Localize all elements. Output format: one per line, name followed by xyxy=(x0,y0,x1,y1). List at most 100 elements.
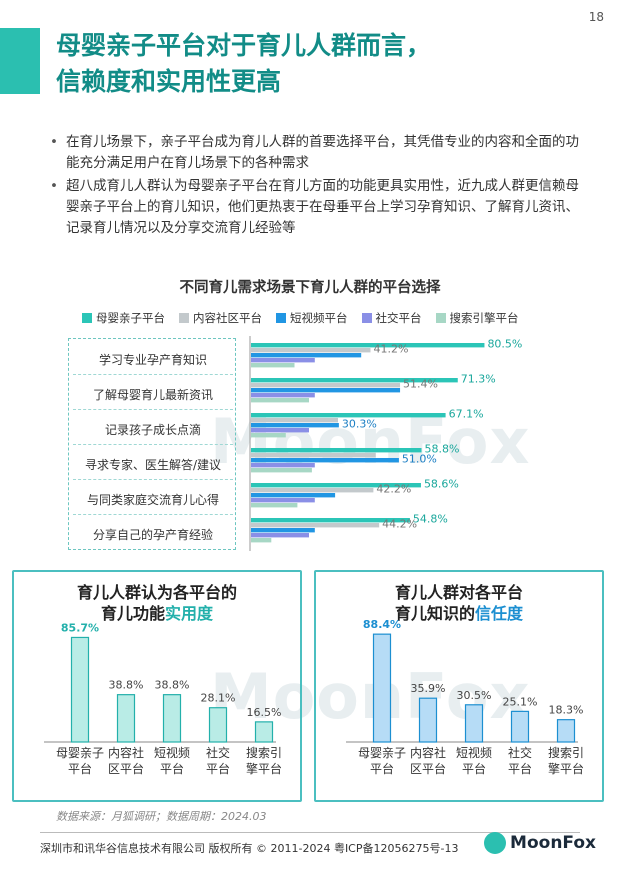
category-label: 学习专业孕产育知识 xyxy=(98,353,207,367)
data-source-note: 数据来源：月狐调研；数据周期：2024.03 xyxy=(56,810,267,823)
category-divider xyxy=(73,444,233,445)
category-divider xyxy=(73,374,233,375)
practicality-panel: 育儿人群认为各平台的 育儿功能实用度 85.7% 母婴亲子平台 38.8% 内容社 区平… xyxy=(12,570,302,802)
panel-title-highlight: 实用度 xyxy=(165,604,214,623)
category-divider xyxy=(73,514,233,515)
tick-label: 社交 xyxy=(508,745,532,760)
title-line-1: 母婴亲子平台对于育儿人群而言， xyxy=(56,31,432,60)
legend-swatch xyxy=(361,313,372,323)
page-title: 母婴亲子平台对于育儿人群而言， 信赖度和实用性更高 xyxy=(56,28,596,100)
data-label: 88.4% xyxy=(363,618,401,631)
legend-label: 社交平台 xyxy=(375,311,422,325)
legend-label: 母婴亲子平台 xyxy=(96,311,165,325)
category-box: 学习专业孕产育知识 了解母婴育儿最新资讯 记录孩子成长点滴 寻求专家、医生解答/… xyxy=(68,338,236,550)
title-line-2: 信赖度和实用性更高 xyxy=(56,67,282,96)
trust-bar-chart: 88.4% 母婴亲子平台 35.9% 内容社区平台 30.5% 短视频平台 25.1% 社交平… xyxy=(346,618,584,776)
moonfox-logo-icon xyxy=(484,832,507,854)
chart-legend: 母婴亲子平台 内容社区平台 短视频平台 社交平台 搜索引擎平台 xyxy=(82,310,519,326)
bar xyxy=(251,353,362,358)
tick-label: 社交 xyxy=(206,745,230,760)
category-label: 了解母婴育儿最新资讯 xyxy=(92,388,213,402)
tick-label: 短视频 xyxy=(154,745,190,760)
legend-label: 内容社区平台 xyxy=(193,311,262,325)
tick-label: 短视频 xyxy=(456,745,492,760)
bar xyxy=(556,719,576,743)
bar xyxy=(251,538,272,543)
title-accent-bar xyxy=(0,28,40,94)
data-label: 25.1% xyxy=(503,695,538,708)
tick-label: 母婴亲子 xyxy=(56,746,104,760)
tick-label: 擎平台 xyxy=(246,761,282,776)
bar xyxy=(251,413,446,418)
panel-title-line: 育儿人群认为各平台的 xyxy=(76,583,237,602)
tick-label: 平台 xyxy=(160,761,184,776)
data-label: 58.8% xyxy=(425,443,460,456)
bar xyxy=(510,710,530,743)
bar xyxy=(372,633,392,743)
data-label: 16.5% xyxy=(247,706,282,719)
bar xyxy=(251,363,295,368)
bar xyxy=(251,488,374,493)
bar xyxy=(464,704,484,743)
legend-item: 母婴亲子平台 xyxy=(82,310,165,326)
data-label: 38.8% xyxy=(109,679,144,692)
bar xyxy=(251,358,315,363)
tick-label: 搜索引 xyxy=(548,745,584,760)
data-label: 85.7% xyxy=(61,621,99,634)
panel-title: 育儿人群对各平台 育儿知识的信任度 xyxy=(316,582,602,624)
legend-item: 搜索引擎平台 xyxy=(435,310,519,326)
panel-title-text: 育儿功能 xyxy=(100,604,165,623)
bar xyxy=(251,423,339,428)
bar xyxy=(251,383,401,388)
legend-label: 短视频平台 xyxy=(290,311,348,325)
data-label: 35.9% xyxy=(411,682,446,695)
bar xyxy=(251,433,286,438)
data-label: 51.0% xyxy=(402,453,437,466)
legend-item: 短视频平台 xyxy=(276,310,348,326)
bar xyxy=(251,388,401,393)
data-label: 51.4% xyxy=(403,378,438,391)
footer-divider xyxy=(40,832,580,833)
bar xyxy=(208,707,228,743)
tick-label: 平台 xyxy=(508,761,532,776)
panel-title-line: 育儿人群对各平台 xyxy=(394,583,523,602)
bar xyxy=(251,518,410,523)
brand-logo: MoonFox xyxy=(484,832,596,854)
bar xyxy=(251,498,315,503)
page-number: 18 xyxy=(588,10,604,24)
category-divider xyxy=(73,409,233,410)
panel-title-line: 育儿知识的信任度 xyxy=(316,603,602,624)
data-label: 44.2% xyxy=(382,518,417,531)
bar xyxy=(251,343,485,348)
legend-item: 内容社区平台 xyxy=(179,310,262,326)
panel-title: 育儿人群认为各平台的 育儿功能实用度 xyxy=(14,582,300,624)
bar xyxy=(251,348,371,353)
practicality-bar-chart: 85.7% 母婴亲子平台 38.8% 内容社区平台 38.8% 短视频平台 28.1% 社交平… xyxy=(44,621,282,776)
bar xyxy=(251,463,315,468)
bar xyxy=(251,503,298,508)
bar xyxy=(251,468,312,473)
bar xyxy=(251,418,338,423)
legend-swatch xyxy=(435,313,446,323)
bar xyxy=(251,393,315,398)
bar xyxy=(251,523,380,528)
bar xyxy=(251,493,336,498)
bar xyxy=(70,636,90,743)
tick-label: 内容社 xyxy=(108,745,144,760)
legend-swatch xyxy=(179,313,189,323)
panel-title-text: 育儿知识的 xyxy=(394,604,475,623)
panel-title-highlight: 信任度 xyxy=(475,604,524,623)
logo-text: MoonFox xyxy=(510,833,596,853)
bullet-item: 在育儿场景下，亲子平台成为育儿人群的首要选择平台，其凭借专业的内容和全面的功能充… xyxy=(50,132,590,174)
tick-label: 区平台 xyxy=(108,761,144,776)
category-label: 记录孩子成长点滴 xyxy=(104,423,201,437)
bar xyxy=(251,378,458,383)
tick-label: 母婴亲子 xyxy=(358,746,406,760)
chart-title: 不同育儿需求场景下育儿人群的平台选择 xyxy=(179,280,441,296)
data-label: 42.2% xyxy=(376,483,411,496)
data-label: 30.3% xyxy=(342,418,377,431)
bar xyxy=(251,483,421,488)
trust-panel: 育儿人群对各平台 育儿知识的信任度 88.4% 母婴亲子 平台 35.9% 内容社 区平台… xyxy=(314,570,604,802)
bar xyxy=(251,448,422,453)
legend-swatch xyxy=(82,313,92,323)
